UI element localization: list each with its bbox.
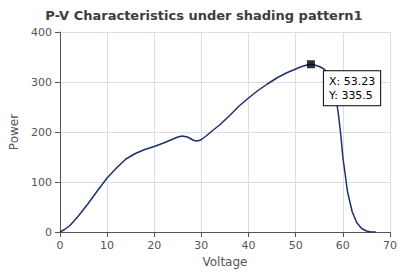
svg-text:200: 200: [31, 126, 52, 139]
svg-text:400: 400: [31, 26, 52, 39]
svg-text:0: 0: [45, 226, 52, 239]
svg-text:30: 30: [194, 239, 208, 252]
svg-text:70: 70: [383, 239, 397, 252]
svg-text:Power: Power: [7, 114, 21, 150]
svg-text:Y: 335.5: Y: 335.5: [328, 89, 373, 102]
svg-text:60: 60: [336, 239, 350, 252]
svg-text:Voltage: Voltage: [202, 255, 247, 269]
svg-text:100: 100: [31, 176, 52, 189]
svg-text:0: 0: [56, 239, 63, 252]
svg-text:20: 20: [147, 239, 161, 252]
svg-text:40: 40: [242, 239, 256, 252]
svg-text:X: 53.23: X: 53.23: [329, 75, 375, 88]
svg-text:P-V Characteristics under shad: P-V Characteristics under shading patter…: [45, 8, 362, 23]
svg-text:50: 50: [289, 239, 303, 252]
svg-text:300: 300: [31, 76, 52, 89]
svg-text:10: 10: [100, 239, 114, 252]
